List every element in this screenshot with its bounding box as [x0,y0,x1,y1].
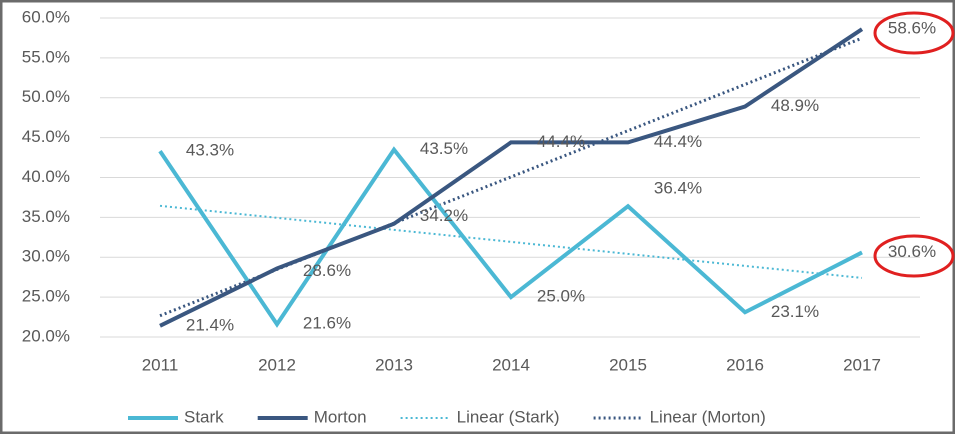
x-tick-label: 2017 [843,355,881,374]
marks [158,27,864,328]
data-label: 34.2% [420,206,468,225]
data-label: 43.3% [186,141,234,160]
trendline [159,204,863,279]
x-tick-label: 2016 [726,355,764,374]
data-label: 44.4% [537,132,585,151]
y-tick-label: 30.0% [22,247,70,266]
x-tick-label: 2014 [492,355,530,374]
y-tick-label: 20.0% [22,326,70,345]
data-label: 21.6% [303,314,351,333]
data-label: 44.4% [654,132,702,151]
legend-label: Morton [314,407,367,426]
y-tick-label: 55.0% [22,47,70,66]
x-tick-label: 2011 [142,355,179,374]
data-label: 58.6% [888,19,936,38]
data-label: 36.4% [654,179,702,198]
y-tick-label: 35.0% [22,207,70,226]
x-tick-label: 2015 [609,355,647,374]
series-line [159,27,864,328]
legend-label: Linear (Stark) [457,407,560,426]
series-line [158,146,863,328]
y-tick-label: 25.0% [22,287,70,306]
data-label: 25.0% [537,287,585,306]
data-label: 48.9% [771,96,819,115]
data-label: 28.6% [303,261,351,280]
data-label: 43.5% [420,139,468,158]
data-label: 23.1% [771,302,819,321]
y-tick-label: 60.0% [22,7,70,26]
grid [100,17,920,338]
highlight-circle [873,11,955,55]
y-tick-label: 40.0% [22,167,70,186]
legend-label: Stark [184,407,224,426]
legend-label: Linear (Morton) [650,407,766,426]
y-tick-label: 45.0% [22,127,70,146]
data-label: 30.6% [888,242,936,261]
y-tick-label: 50.0% [22,87,70,106]
data-label: 21.4% [186,315,234,334]
x-tick-label: 2012 [258,355,296,374]
highlight-circle [873,234,955,278]
x-tick-label: 2013 [375,355,413,374]
